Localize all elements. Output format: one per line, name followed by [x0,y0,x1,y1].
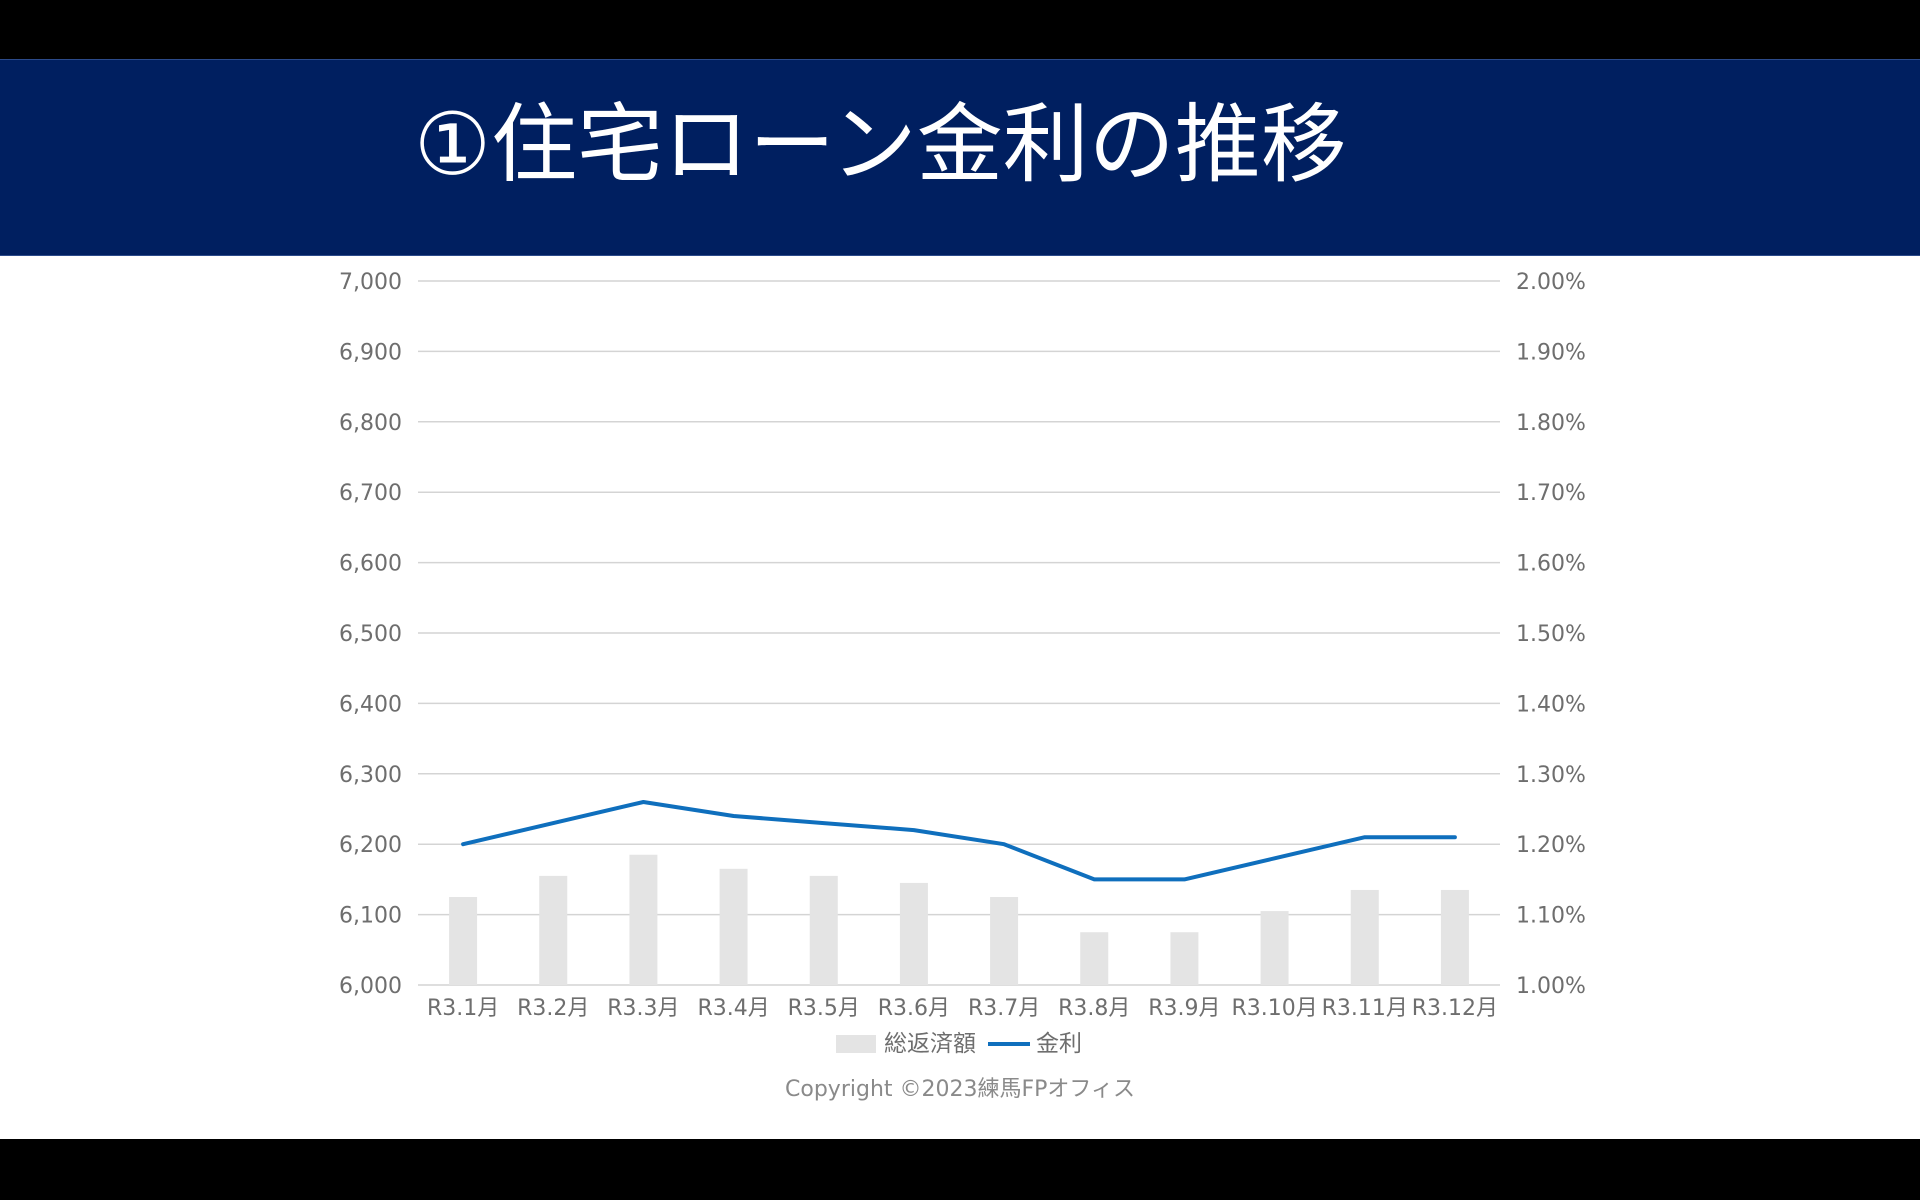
x-axis-tick-label: R3.10月 [1231,996,1317,1021]
line-series-interest-rate [461,800,1457,882]
bar [990,897,1019,985]
gridlines [418,280,1500,986]
bar [629,854,658,985]
left-axis-tick-label: 6,100 [339,904,402,929]
x-axis-tick-label: R3.5月 [788,996,860,1021]
right-axis-tick-label: 1.60% [1516,552,1586,577]
right-axis-tick-label: 1.20% [1516,833,1586,858]
x-axis-tick-label: R3.8月 [1058,996,1130,1021]
x-axis-tick-label: R3.7月 [968,996,1040,1021]
bar [1080,932,1109,985]
bar [539,875,568,985]
right-axis-tick-label: 1.30% [1516,763,1586,788]
x-axis-tick-label: R3.3月 [607,996,679,1021]
legend-swatch-total-repayment [836,1035,876,1053]
slide: ①住宅ローン金利の推移 6,000 6,100 6,200 6,300 6,400 6,5… [0,59,1920,1139]
left-axis-tick-label: 6,200 [339,833,402,858]
bar [1260,911,1289,985]
left-axis-tick-label: 6,000 [339,974,402,999]
right-axis-tick-label: 1.40% [1516,692,1586,717]
bar [719,868,748,985]
copyright-text: Copyright ©2023練馬FPオフィス [785,1077,1135,1102]
bar [899,882,928,985]
left-axis-tick-label: 6,600 [339,552,402,577]
interest-rate-line [461,800,1457,882]
left-axis-tick-label: 6,500 [339,622,402,647]
x-axis-tick-label: R3.12月 [1412,996,1498,1021]
bar [1440,889,1469,985]
right-axis-tick-label: 1.80% [1516,411,1586,436]
x-axis-tick-label: R3.9月 [1148,996,1220,1021]
bar [809,875,838,985]
right-axis-tick-label: 1.70% [1516,481,1586,506]
bar [449,897,478,985]
left-axis-tick-label: 6,400 [339,692,402,717]
legend: 総返済額 金利 [836,1031,1082,1057]
right-axis-tick-label: 1.10% [1516,904,1586,929]
x-axis-ticks: R3.1月 R3.2月 R3.3月 R3.4月 R3.5月 R3.6月 R3.7月 R3.8月… [427,996,1498,1021]
x-axis-tick-label: R3.11月 [1322,996,1408,1021]
right-axis-tick-label: 1.00% [1516,974,1586,999]
combo-chart: 6,000 6,100 6,200 6,300 6,400 6,500 6,600 6,700… [339,270,1586,1057]
title-band: ①住宅ローン金利の推移 [0,59,1920,256]
x-axis-tick-label: R3.6月 [878,996,950,1021]
left-axis-tick-label: 7,000 [339,270,402,295]
right-axis-tick-label: 2.00% [1516,270,1586,295]
page-title: ①住宅ローン金利の推移 [414,95,1347,195]
legend-label-total-repayment: 総返済額 [884,1031,976,1057]
x-axis-tick-label: R3.4月 [697,996,769,1021]
right-axis-ticks: 1.00% 1.10% 1.20% 1.30% 1.40% 1.50% 1.60% 1.70%… [1516,270,1586,999]
left-axis-tick-label: 6,800 [339,411,402,436]
bar-series-total-repayment [449,854,1469,985]
left-axis-tick-label: 6,900 [339,340,402,365]
legend-label-interest-rate: 金利 [1036,1031,1082,1057]
x-axis-tick-label: R3.2月 [517,996,589,1021]
x-axis-tick-label: R3.1月 [427,996,499,1021]
right-axis-tick-label: 1.90% [1516,340,1586,365]
right-axis-tick-label: 1.50% [1516,622,1586,647]
left-axis-ticks: 6,000 6,100 6,200 6,300 6,400 6,500 6,600 6,700… [339,270,402,999]
left-axis-tick-label: 6,300 [339,763,402,788]
left-axis-tick-label: 6,700 [339,481,402,506]
bar [1350,889,1379,985]
bar [1170,932,1199,985]
